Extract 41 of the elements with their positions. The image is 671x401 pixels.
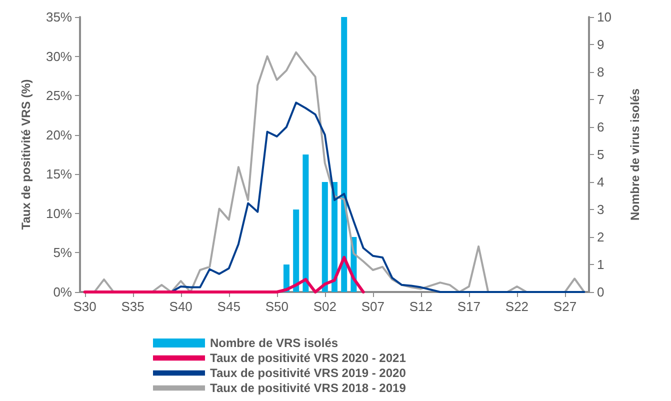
y-tick-label: 15%: [46, 166, 72, 182]
y2-tick-label: 3: [597, 202, 604, 217]
y2-tick-label: 6: [597, 120, 604, 134]
y2-tick-label: 0: [597, 284, 604, 300]
y2-tick-label: 9: [597, 37, 604, 52]
y2-tick-label: 5: [597, 147, 604, 162]
x-tick-label: S30: [73, 299, 96, 314]
y2-tick-label: 8: [597, 64, 604, 80]
x-tick-label: S35: [121, 299, 144, 314]
y-tick-label: 5%: [53, 245, 72, 260]
y-tick-label: 20%: [46, 127, 72, 142]
y2-tick-label: 7: [597, 92, 604, 107]
legend-label: Taux de positivité VRS 2019 - 2020: [210, 366, 406, 380]
legend-label: Taux de positivité VRS 2018 - 2019: [210, 381, 406, 395]
x-tick-label: S02: [313, 299, 336, 314]
y2-tick-label: 10: [597, 10, 612, 24]
y2-tick-label: 2: [597, 230, 604, 244]
y-tick-label: 0%: [53, 284, 72, 300]
y2-axis-title: Nombre de virus isolés: [628, 88, 642, 221]
x-tick-label: S17: [457, 299, 481, 314]
bar: [293, 210, 300, 292]
x-tick-label: S50: [265, 299, 288, 314]
y-tick-label: 30%: [46, 48, 72, 64]
x-tick-label: S40: [169, 299, 192, 314]
y-axis-title: Taux de positivité VRS (%): [19, 79, 33, 230]
line-series: [83, 256, 365, 294]
x-tick-label: S27: [553, 299, 577, 314]
y-tick-label: 35%: [46, 10, 72, 24]
x-tick-label: S45: [217, 299, 240, 314]
y2-tick-label: 4: [597, 174, 604, 190]
x-tick-label: S12: [409, 299, 433, 314]
bar: [341, 17, 348, 292]
bar: [302, 154, 309, 292]
legend-label: Nombre de VRS isolés: [210, 336, 338, 350]
y-tick-label: 10%: [46, 206, 72, 221]
legend-label: Taux de positivité VRS 2020 - 2021: [210, 351, 406, 365]
bar: [322, 182, 328, 292]
x-tick-label: S22: [505, 299, 529, 314]
y2-tick-label: 1: [597, 257, 604, 272]
x-tick-label: S07: [361, 299, 384, 314]
y-tick-label: 25%: [46, 88, 72, 104]
